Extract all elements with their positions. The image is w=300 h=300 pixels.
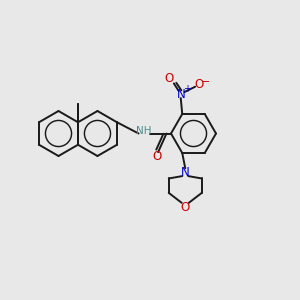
Text: O: O (195, 78, 204, 91)
Text: NH: NH (136, 126, 152, 136)
Text: O: O (181, 201, 190, 214)
Text: −: − (201, 77, 211, 87)
Text: N: N (176, 88, 185, 101)
Text: +: + (183, 83, 191, 94)
Text: O: O (164, 72, 173, 85)
Text: O: O (152, 150, 161, 163)
Text: N: N (181, 166, 190, 179)
